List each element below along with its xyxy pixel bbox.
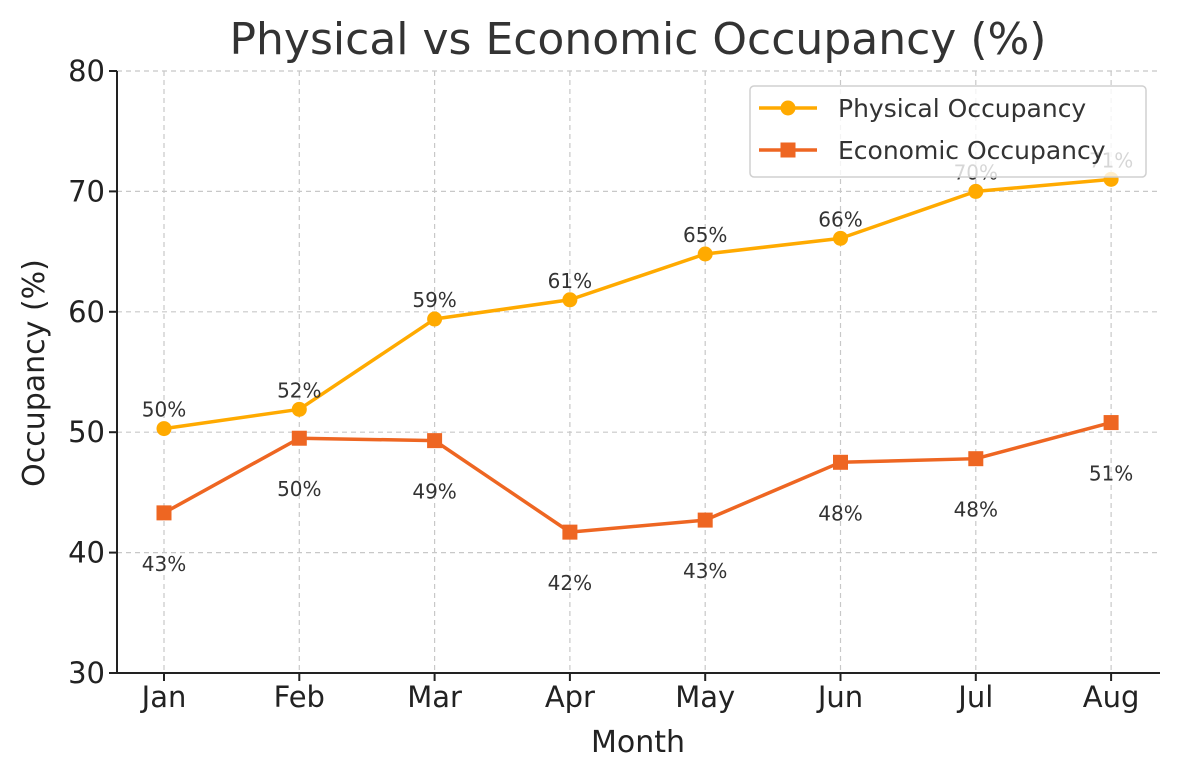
x-tick-label: Aug (1083, 680, 1140, 714)
data-point (427, 311, 443, 327)
legend-label-physical: Physical Occupancy (838, 94, 1086, 123)
series-line-0 (163, 177, 1112, 431)
data-point (1103, 415, 1119, 431)
x-tick-label: Feb (274, 680, 325, 714)
data-point (291, 401, 307, 417)
data-label: 42% (548, 571, 592, 595)
y-tick-label: 40 (68, 536, 105, 570)
data-label: 48% (818, 501, 862, 525)
legend: Physical Occupancy Economic Occupancy (749, 85, 1147, 178)
data-point (291, 430, 307, 446)
data-point (697, 246, 713, 262)
data-label: 43% (142, 552, 186, 576)
data-label: 51% (1089, 462, 1133, 486)
y-tick-label: 80 (68, 54, 105, 88)
data-point (697, 512, 713, 528)
data-label: 65% (683, 223, 727, 247)
y-tick-label: 60 (68, 295, 105, 329)
data-point (562, 524, 578, 540)
legend-marker-physical (780, 100, 796, 116)
x-tick-label: Apr (545, 680, 595, 714)
data-label: 61% (548, 269, 592, 293)
data-point (156, 505, 172, 521)
legend-marker-economic (780, 142, 796, 158)
data-label: 50% (277, 477, 321, 501)
data-point (156, 421, 172, 437)
x-tick-label: Mar (407, 680, 462, 714)
data-label: 66% (818, 207, 862, 231)
data-point (833, 230, 848, 246)
series-line-1 (163, 420, 1112, 534)
data-label: 48% (954, 498, 998, 522)
y-tick-label: 70 (68, 174, 105, 208)
data-label: 43% (683, 559, 727, 583)
data-point (968, 183, 984, 199)
x-tick-label: Jan (140, 680, 187, 714)
legend-label-economic: Economic Occupancy (838, 136, 1106, 165)
legend-box (749, 85, 1147, 178)
x-tick-label: May (675, 680, 735, 714)
series-layer (156, 171, 1119, 540)
data-label: 49% (412, 480, 456, 504)
x-tick-label: Jun (816, 680, 863, 714)
x-tick-label: Jul (956, 680, 993, 714)
data-label: 52% (277, 378, 321, 402)
data-point (968, 451, 984, 467)
y-tick-label: 30 (68, 656, 105, 690)
axes: 30 40 50 60 70 80 Jan Feb Mar Apr May Jun Jul Aug (68, 54, 1160, 714)
y-tick-label: 50 (68, 415, 105, 449)
data-labels: 50%52%59%61%65%66%70%71%43%50%49%42%43%4… (142, 148, 1134, 595)
data-point (562, 292, 578, 308)
data-label: 50% (142, 398, 186, 422)
data-point (833, 454, 848, 470)
data-point (427, 433, 443, 449)
chart-title: Physical vs Economic Occupancy (%) (230, 14, 1047, 65)
y-axis-label: Occupancy (%) (17, 259, 52, 487)
data-label: 59% (412, 288, 456, 312)
x-axis-label: Month (591, 725, 685, 760)
